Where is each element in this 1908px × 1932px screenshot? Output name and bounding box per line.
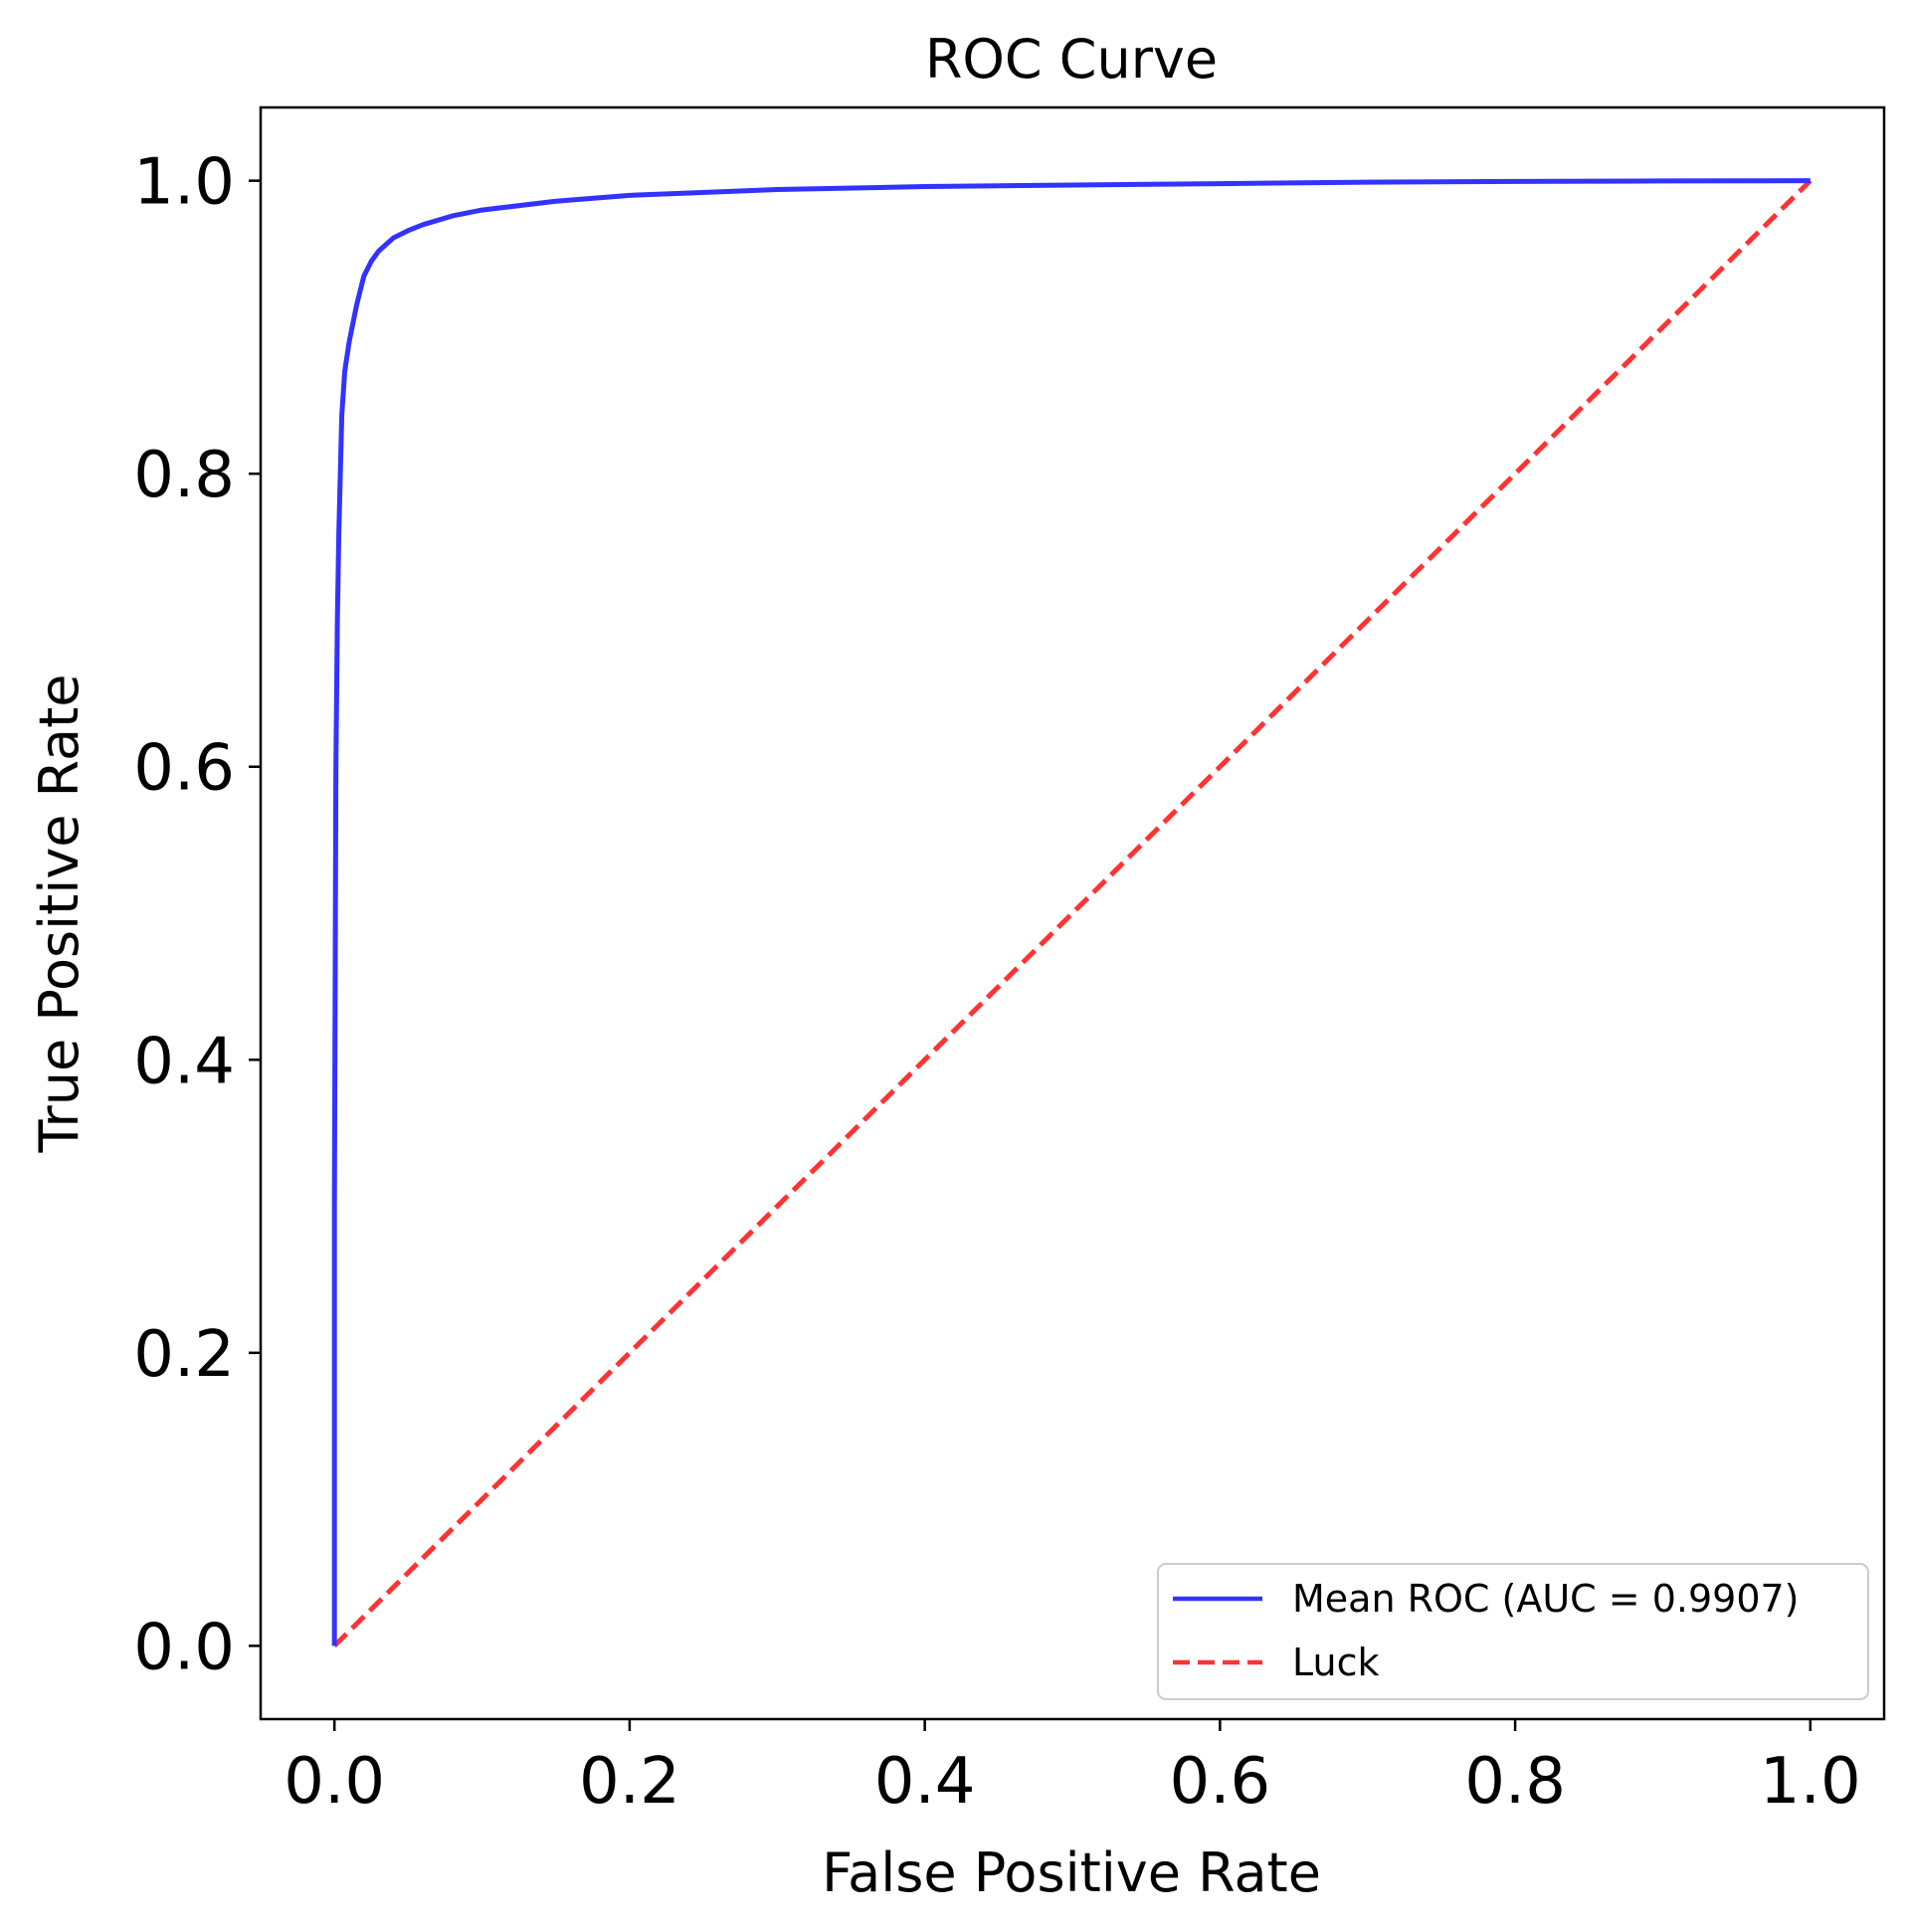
chart-title: ROC Curve xyxy=(925,28,1218,91)
x-tick-label: 0.4 xyxy=(874,1745,976,1819)
x-tick-label: 0.2 xyxy=(579,1745,680,1819)
y-tick-label: 0.2 xyxy=(133,1318,235,1392)
legend-label-luck: Luck xyxy=(1292,1641,1380,1684)
y-tick-label: 0.4 xyxy=(133,1025,235,1098)
x-axis-ticks: 0.0 0.2 0.4 0.6 0.8 1.0 xyxy=(284,1719,1861,1819)
y-tick-label: 0.6 xyxy=(133,732,235,806)
legend: Mean ROC (AUC = 0.9907) Luck xyxy=(1157,1563,1869,1700)
mean-roc-curve xyxy=(331,178,1811,1646)
x-tick-label: 0.0 xyxy=(284,1745,385,1819)
curve-layer xyxy=(331,178,1813,1648)
x-tick-label: 0.8 xyxy=(1464,1745,1566,1819)
y-tick-label: 0.8 xyxy=(133,439,235,512)
x-tick-label: 1.0 xyxy=(1760,1745,1861,1819)
x-tick-label: 0.6 xyxy=(1169,1745,1270,1819)
y-axis-ticks: 0.0 0.2 0.4 0.6 0.8 1.0 xyxy=(133,146,261,1684)
legend-label-mean-roc: Mean ROC (AUC = 0.9907) xyxy=(1292,1577,1800,1621)
x-axis-label: False Positive Rate xyxy=(822,1841,1321,1904)
legend-box xyxy=(1157,1563,1869,1700)
y-axis-label: True Positive Rate xyxy=(28,674,91,1153)
y-tick-label: 0.0 xyxy=(133,1611,235,1684)
y-tick-label: 1.0 xyxy=(133,146,235,220)
plot-frame xyxy=(259,105,1886,1721)
